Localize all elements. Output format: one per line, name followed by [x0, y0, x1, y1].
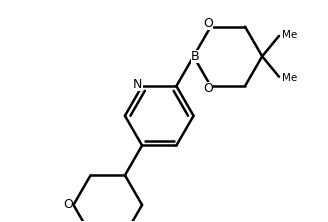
Text: O: O — [63, 198, 73, 211]
Text: O: O — [203, 82, 213, 95]
Text: O: O — [203, 17, 213, 30]
Text: Me: Me — [282, 73, 297, 83]
Text: B: B — [191, 50, 200, 63]
Text: Me: Me — [282, 30, 297, 40]
Text: N: N — [133, 78, 142, 91]
